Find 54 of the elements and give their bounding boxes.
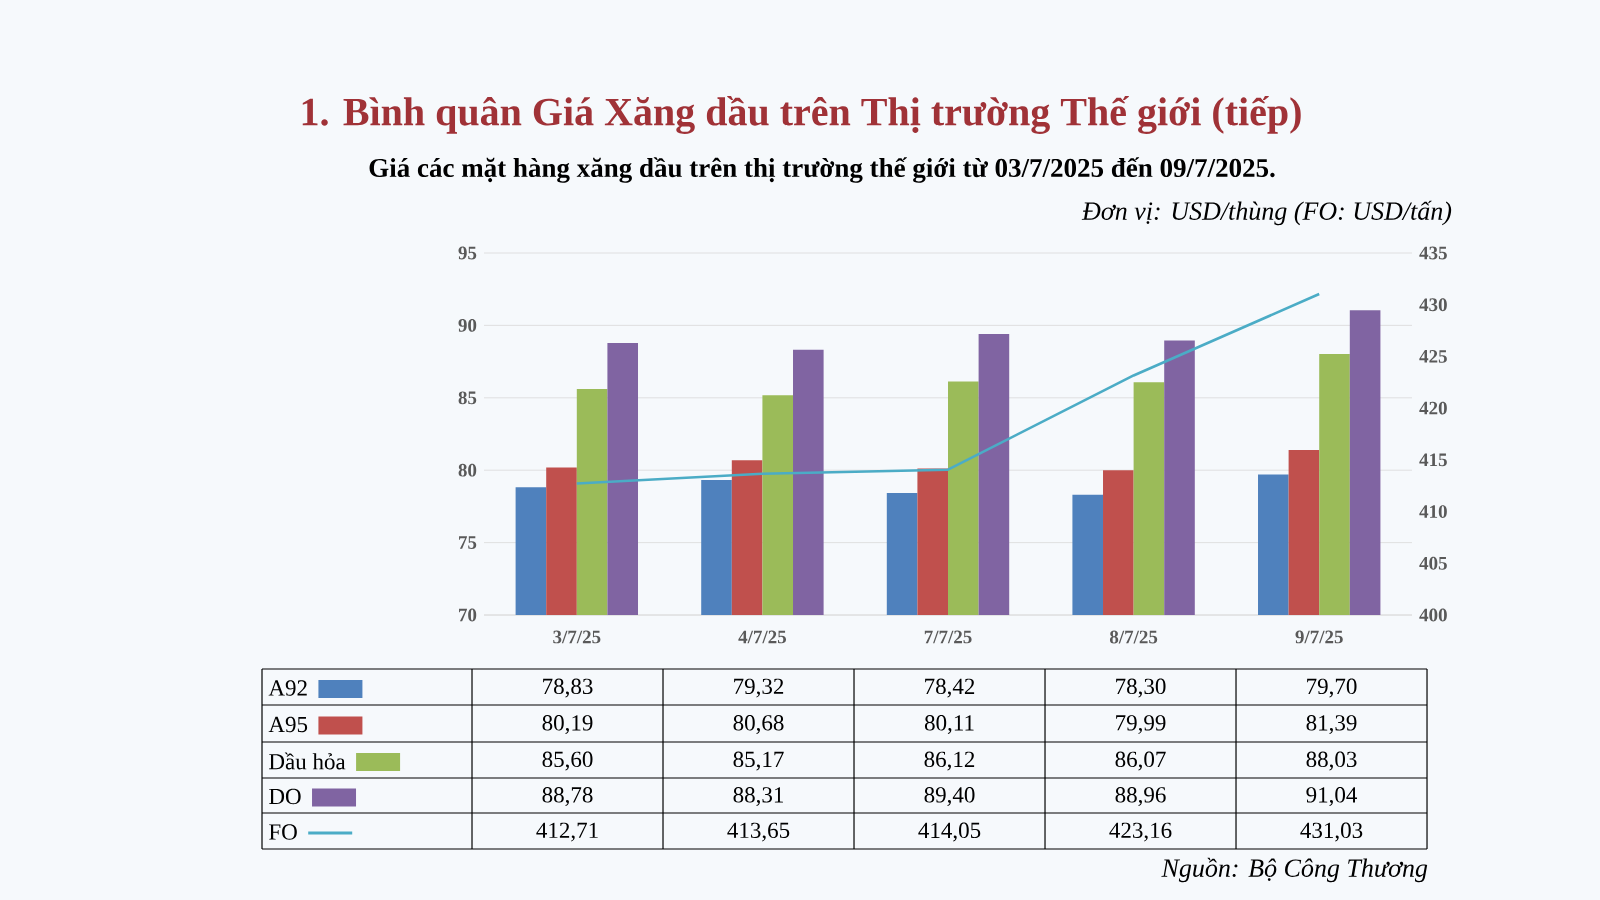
data-label: 86,07 <box>1115 751 1166 771</box>
y2-tick-label: 420 <box>1419 401 1447 415</box>
data-label: 88,96 <box>1115 787 1166 806</box>
data-label: 88,03 <box>1306 751 1357 771</box>
data-label: 80,68 <box>733 715 784 734</box>
y2-tick-label: 425 <box>1419 350 1447 363</box>
data-label: 78,30 <box>1116 678 1166 698</box>
legend-label: Dầu hỏa <box>269 752 346 770</box>
y-tick-label: 80 <box>458 463 477 477</box>
text: Nguồn: Bộ Công Thương <box>1161 857 1428 883</box>
data-label: 91,04 <box>1306 787 1358 806</box>
y2-tick-label: 405 <box>1419 556 1447 570</box>
chart-title: 1. Bình quân Giá Xăng dầu trên Thị trường Thế giới (tiếp) <box>302 96 1301 134</box>
data-label: 86,12 <box>924 751 975 771</box>
y2-tick-label: 415 <box>1419 453 1447 467</box>
data-label: 80,11 <box>924 715 974 734</box>
text: Đơn vị: USD/thùng (FO: USD/tấn) <box>1081 200 1452 226</box>
chart-subtitle: Giá các mặt hàng xăng dầu trên thị trường thế giới từ 03/7/2025 đến 09/7/2025. <box>369 157 1275 183</box>
legend-label: A95 <box>268 716 308 733</box>
y-tick-label: 95 <box>458 246 477 260</box>
y-tick-label: 90 <box>458 318 477 332</box>
x-tick-label: 4/7/25 <box>738 630 787 644</box>
data-label: 423,16 <box>1109 822 1172 842</box>
data-label: 412,71 <box>536 822 598 842</box>
data-label: 79,70 <box>1307 678 1357 698</box>
data-label: 81,39 <box>1306 715 1357 734</box>
line-series <box>575 292 1321 485</box>
data-label: 431,03 <box>1300 822 1363 842</box>
y2-tick-label: 400 <box>1419 608 1447 622</box>
x-tick-label: 7/7/25 <box>924 630 972 644</box>
data-label: 88,31 <box>733 787 783 806</box>
data-label: 85,17 <box>733 751 784 771</box>
legend-label: A92 <box>268 680 307 696</box>
data-label: 414,05 <box>918 822 981 842</box>
data-label: 85,60 <box>542 751 593 771</box>
data-label: 89,40 <box>924 787 975 806</box>
data-label: 78,83 <box>543 678 593 698</box>
y2-tick-label: 410 <box>1419 505 1447 518</box>
y2-tick-label: 430 <box>1419 298 1447 312</box>
x-tick-label: 3/7/25 <box>553 630 601 644</box>
y-tick-label: 70 <box>459 608 477 622</box>
x-tick-label: 8/7/25 <box>1109 630 1158 644</box>
data-label: 79,32 <box>734 678 784 698</box>
y-tick-label: 85 <box>458 391 477 405</box>
data-label: 79,99 <box>1116 715 1166 734</box>
data-label: 78,42 <box>925 678 975 698</box>
legend-label: FO <box>269 824 297 840</box>
data-label: 88,78 <box>542 787 593 806</box>
y-tick-label: 75 <box>459 536 477 549</box>
y2-tick-label: 435 <box>1419 246 1447 260</box>
data-label: 80,19 <box>542 715 593 734</box>
legend-label: DO <box>269 788 301 805</box>
x-tick-label: 9/7/25 <box>1295 630 1343 644</box>
data-label: 413,65 <box>727 822 790 842</box>
